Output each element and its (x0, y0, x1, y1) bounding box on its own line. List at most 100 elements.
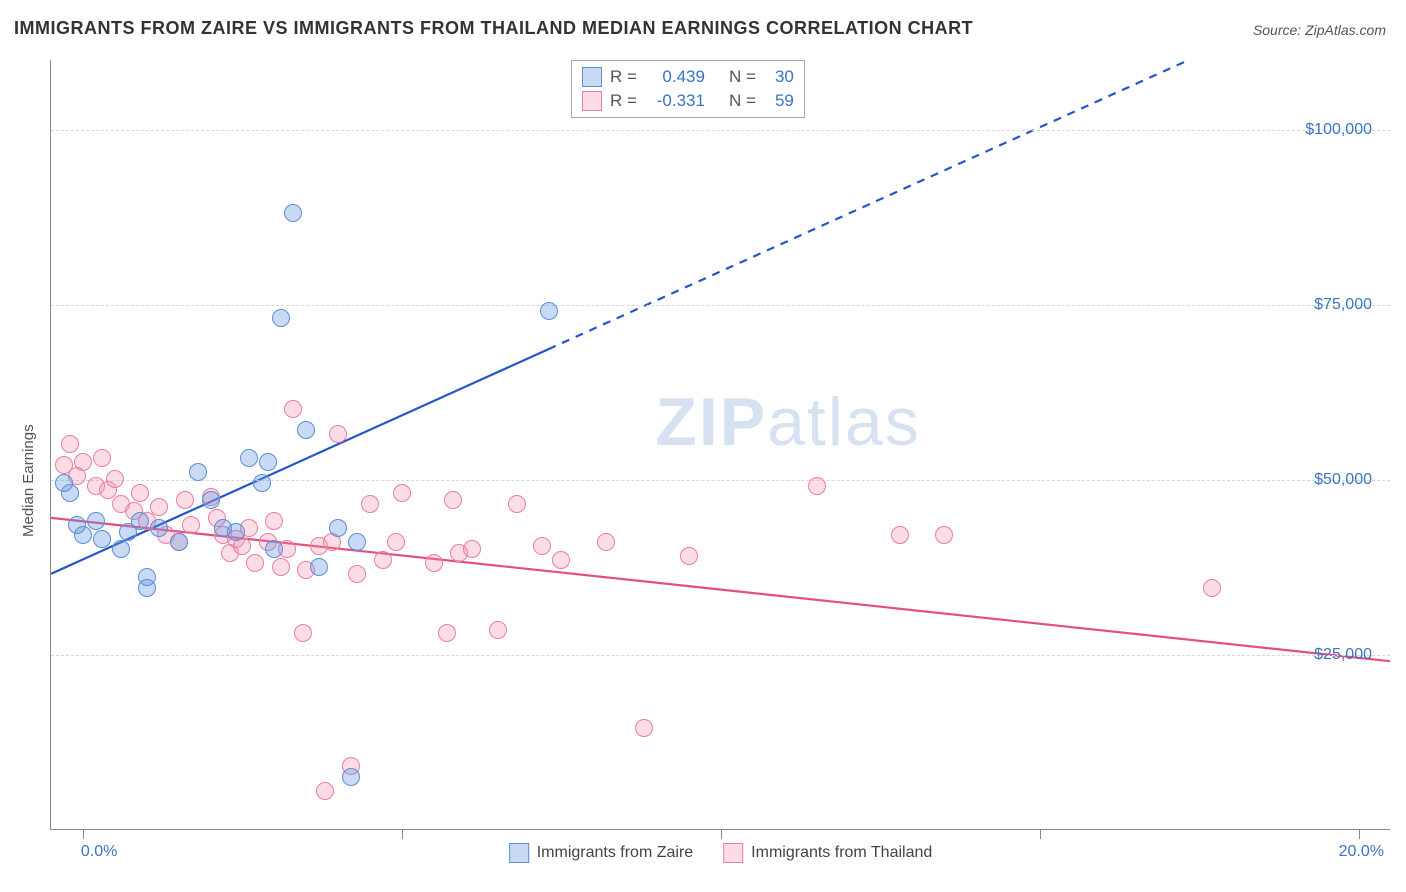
chart-title: IMMIGRANTS FROM ZAIRE VS IMMIGRANTS FROM… (14, 18, 973, 39)
data-point-thailand (182, 516, 200, 534)
data-point-thailand (294, 624, 312, 642)
data-point-zaire (284, 204, 302, 222)
data-point-thailand (93, 449, 111, 467)
x-tick (1359, 829, 1360, 839)
data-point-zaire (61, 484, 79, 502)
data-point-zaire (138, 579, 156, 597)
data-point-zaire (131, 512, 149, 530)
watermark-atlas: atlas (767, 384, 921, 460)
data-point-thailand (891, 526, 909, 544)
x-tick (721, 829, 722, 839)
x-tick (83, 829, 84, 839)
data-point-thailand (387, 533, 405, 551)
data-point-thailand (61, 435, 79, 453)
N-label: N = (729, 67, 756, 87)
data-point-thailand (635, 719, 653, 737)
legend-swatch-zaire (509, 843, 529, 863)
data-point-thailand (508, 495, 526, 513)
R-label: R = (610, 91, 637, 111)
data-point-thailand (361, 495, 379, 513)
data-point-thailand (74, 453, 92, 471)
data-point-thailand (272, 558, 290, 576)
stat-swatch-thailand (582, 91, 602, 111)
y-axis-label: Median Earnings (20, 425, 37, 538)
trend-line-thailand (51, 518, 1390, 661)
R-value-thailand: -0.331 (645, 91, 705, 111)
data-point-zaire (540, 302, 558, 320)
data-point-thailand (106, 470, 124, 488)
y-tick-label: $50,000 (1314, 471, 1372, 489)
data-point-thailand (489, 621, 507, 639)
data-point-thailand (935, 526, 953, 544)
legend-swatch-thailand (723, 843, 743, 863)
data-point-zaire (329, 519, 347, 537)
data-point-zaire (240, 449, 258, 467)
legend: Immigrants from Zaire Immigrants from Th… (509, 843, 933, 863)
legend-item-zaire: Immigrants from Zaire (509, 843, 693, 863)
data-point-thailand (552, 551, 570, 569)
data-point-zaire (74, 526, 92, 544)
x-tick (402, 829, 403, 839)
source-attribution: Source: ZipAtlas.com (1253, 22, 1386, 38)
N-label: N = (729, 91, 756, 111)
grid-line-h (51, 305, 1390, 306)
data-point-thailand (329, 425, 347, 443)
stat-swatch-zaire (582, 67, 602, 87)
trend-lines-layer (51, 60, 1390, 829)
data-point-thailand (533, 537, 551, 555)
data-point-thailand (131, 484, 149, 502)
watermark: ZIPatlas (655, 383, 920, 461)
data-point-zaire (342, 768, 360, 786)
N-value-thailand: 59 (764, 91, 794, 111)
data-point-zaire (265, 540, 283, 558)
data-point-thailand (808, 477, 826, 495)
data-point-thailand (176, 491, 194, 509)
plot-area: ZIPatlas R =0.439N =30R =-0.331N =59 Imm… (50, 60, 1390, 830)
y-tick-label: $75,000 (1314, 296, 1372, 314)
data-point-thailand (425, 554, 443, 572)
y-tick-label: $100,000 (1305, 121, 1372, 139)
data-point-zaire (297, 421, 315, 439)
legend-label-zaire: Immigrants from Zaire (537, 844, 693, 862)
data-point-zaire (87, 512, 105, 530)
data-point-zaire (227, 523, 245, 541)
data-point-thailand (348, 565, 366, 583)
data-point-thailand (374, 551, 392, 569)
data-point-zaire (259, 453, 277, 471)
data-point-thailand (438, 624, 456, 642)
data-point-zaire (272, 309, 290, 327)
R-value-zaire: 0.439 (645, 67, 705, 87)
data-point-zaire (112, 540, 130, 558)
data-point-thailand (246, 554, 264, 572)
data-point-thailand (393, 484, 411, 502)
stat-row-zaire: R = 0.439 N = 30 (582, 65, 794, 89)
data-point-thailand (597, 533, 615, 551)
y-tick-label: $25,000 (1314, 646, 1372, 664)
data-point-thailand (150, 498, 168, 516)
grid-line-h (51, 655, 1390, 656)
data-point-thailand (444, 491, 462, 509)
data-point-zaire (202, 491, 220, 509)
legend-item-thailand: Immigrants from Thailand (723, 843, 932, 863)
data-point-thailand (265, 512, 283, 530)
data-point-zaire (150, 519, 168, 537)
data-point-thailand (1203, 579, 1221, 597)
watermark-zip: ZIP (655, 384, 767, 460)
data-point-thailand (680, 547, 698, 565)
grid-line-h (51, 130, 1390, 131)
data-point-zaire (310, 558, 328, 576)
stat-row-thailand: R = -0.331 N = 59 (582, 89, 794, 113)
N-value-zaire: 30 (764, 67, 794, 87)
data-point-thailand (316, 782, 334, 800)
data-point-thailand (284, 400, 302, 418)
x-tick-label-max: 20.0% (1339, 843, 1384, 861)
data-point-zaire (93, 530, 111, 548)
data-point-zaire (348, 533, 366, 551)
data-point-thailand (463, 540, 481, 558)
data-point-zaire (189, 463, 207, 481)
R-label: R = (610, 67, 637, 87)
data-point-zaire (170, 533, 188, 551)
correlation-stat-box: R = 0.439 N = 30 R = -0.331 N = 59 (571, 60, 805, 118)
x-tick-label-min: 0.0% (81, 843, 117, 861)
data-point-zaire (253, 474, 271, 492)
